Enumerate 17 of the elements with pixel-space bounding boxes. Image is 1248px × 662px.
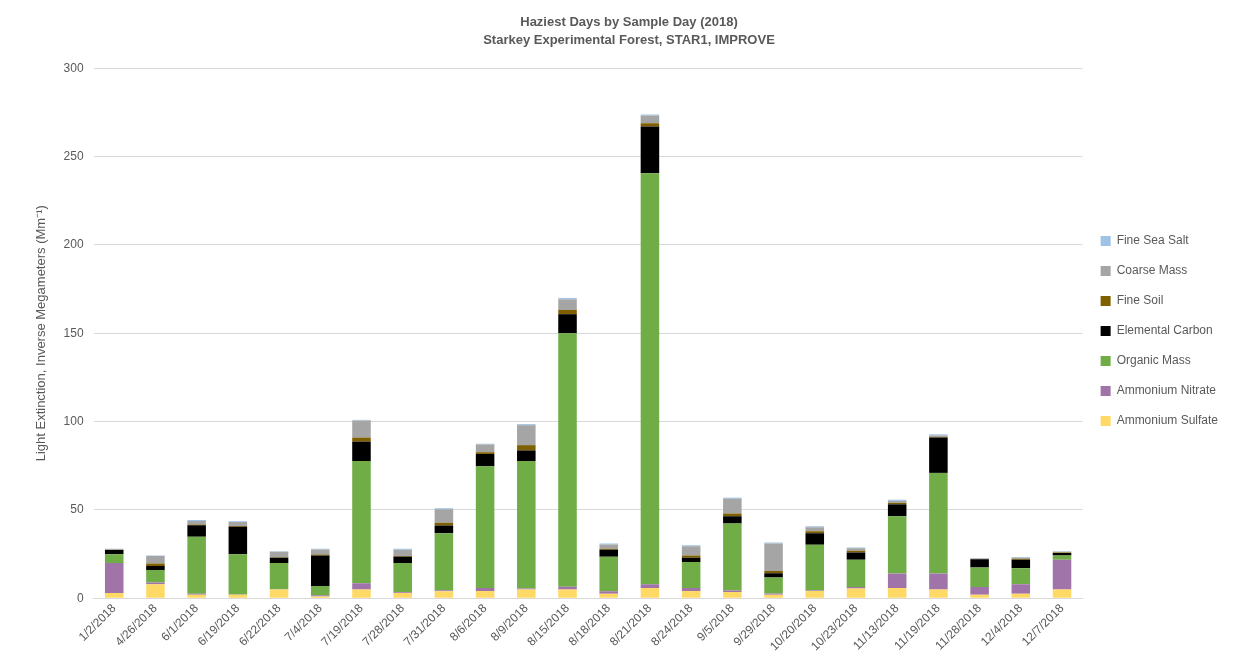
y-tick-label: 300 bbox=[63, 60, 84, 75]
y-axis-title: Light Extinction, Inverse Megameters (Mm⁻¹) bbox=[33, 205, 49, 462]
y-tick-label: 50 bbox=[70, 502, 84, 517]
legend-label: Ammonium Sulfate bbox=[1116, 413, 1219, 428]
legend-label: Fine Sea Salt bbox=[1116, 233, 1190, 248]
legend-label: Fine Soil bbox=[1116, 293, 1164, 308]
legend-label: Elemental Carbon bbox=[1116, 323, 1213, 338]
legend-label: Organic Mass bbox=[1116, 353, 1191, 368]
y-tick-label: 200 bbox=[63, 237, 84, 252]
y-tick-label: 150 bbox=[63, 325, 84, 340]
y-tick-label: 100 bbox=[63, 413, 84, 428]
legend-label: Coarse Mass bbox=[1116, 263, 1188, 278]
y-tick-label: 250 bbox=[63, 148, 84, 163]
chart-subtitle: Starkey Experimental Forest, STAR1, IMPROVE bbox=[483, 31, 776, 47]
chart-title: Haziest Days by Sample Day (2018) bbox=[520, 14, 738, 30]
legend-label: Ammonium Nitrate bbox=[1116, 383, 1217, 398]
y-tick-label: 0 bbox=[76, 590, 84, 605]
